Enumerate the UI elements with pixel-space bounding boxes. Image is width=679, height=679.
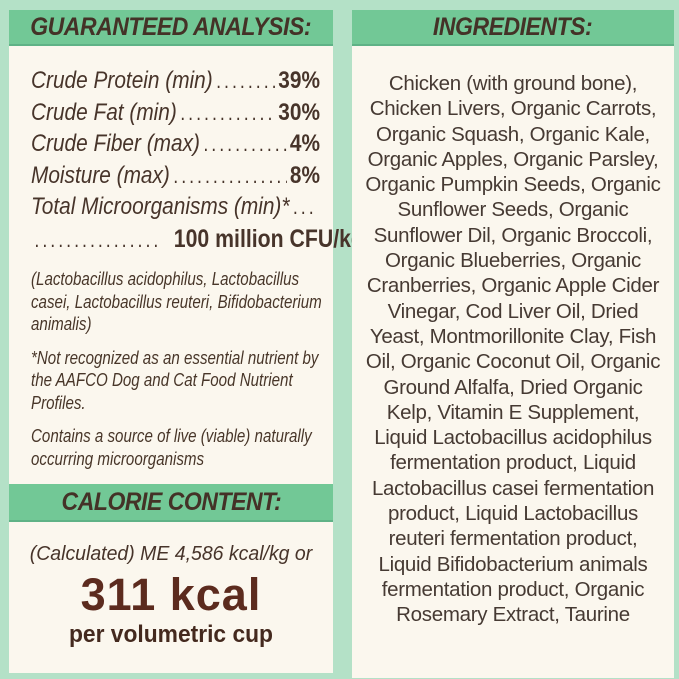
analysis-row-crude-fiber: Crude Fiber (max) ......................… [31,130,320,162]
analysis-row-value: 30% [278,98,320,126]
dot-leader: ........................................ [292,196,317,219]
note-microorganism-species: (Lactobacillus acidophilus, Lactobacillu… [31,269,322,334]
guaranteed-analysis-panel: GUARANTEED ANALYSIS: Crude Protein (min)… [9,10,364,673]
dot-leader: ........................................ [216,70,275,93]
guaranteed-analysis-rows: Crude Protein (min) ....................… [31,67,364,257]
analysis-row-crude-fat: Crude Fat (min) ........................… [31,99,320,131]
calorie-kcal-unit: per volumetric cup [68,621,273,648]
analysis-row-moisture: Moisture (max) .........................… [31,162,320,194]
ingredients-list: Chicken (with ground bone), Chicken Live… [365,72,661,627]
dot-leader: ........................................ [203,133,286,156]
calorie-summary-line: (Calculated) ME 4,586 kcal/kg or [29,542,313,565]
note-aafco-disclaimer: *Not recognized as an essential nutrient… [31,347,319,413]
analysis-row-label: Moisture (max) [31,161,170,189]
ingredients-header: INGREDIENTS: [352,10,674,46]
guaranteed-analysis-header: GUARANTEED ANALYSIS: [9,10,333,46]
calorie-content-title: CALORIE CONTENT: [61,487,281,516]
dot-leader: .................... [34,228,162,252]
analysis-row-value: 39% [278,67,320,94]
analysis-row-value: 8% [289,161,320,189]
analysis-row-total-microorganisms: Total Microorganisms (min)* ............… [31,193,320,225]
analysis-row-value: 100 million CFU/kg [173,224,364,253]
analysis-row-cfu-value: .................... 100 million CFU/kg [31,225,364,257]
analysis-row-label: Crude Fiber (max) [31,130,200,157]
analysis-notes: (Lactobacillus acidophilus, Lactobacillu… [31,268,323,481]
analysis-row-crude-protein: Crude Protein (min) ....................… [31,67,320,99]
calorie-content-header: CALORIE CONTENT: [9,484,333,522]
ingredients-panel: INGREDIENTS: Chicken (with ground bone),… [352,10,674,678]
guaranteed-analysis-title: GUARANTEED ANALYSIS: [30,12,312,41]
calorie-kcal-value: 311 kcal [80,569,262,620]
calorie-content-body: (Calculated) ME 4,586 kcal/kg or 311 kca… [9,542,333,649]
analysis-row-label: Crude Fat (min) [31,98,177,126]
analysis-row-label: Total Microorganisms (min)* [31,193,290,220]
analysis-row-label: Crude Protein (min) [31,67,213,94]
analysis-row-value: 4% [289,130,320,157]
ingredients-title: INGREDIENTS: [433,12,593,41]
dot-leader: ........................................ [173,164,286,188]
note-live-microorganisms: Contains a source of live (viable) natur… [31,426,312,469]
dot-leader: ........................................ [180,101,275,125]
